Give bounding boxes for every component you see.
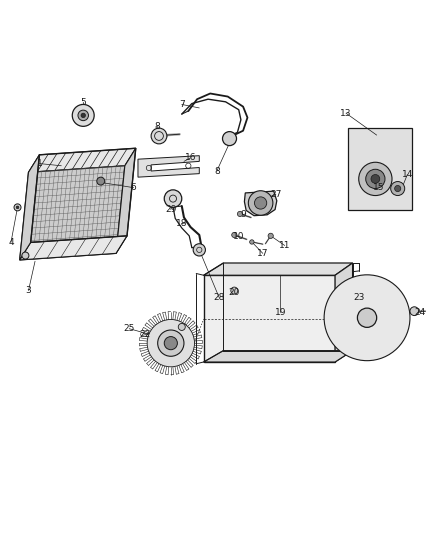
Circle shape bbox=[178, 324, 185, 330]
Circle shape bbox=[81, 113, 85, 118]
Polygon shape bbox=[335, 263, 353, 362]
Text: 24: 24 bbox=[415, 308, 426, 317]
Circle shape bbox=[268, 233, 273, 238]
Circle shape bbox=[223, 132, 237, 146]
Circle shape bbox=[357, 308, 377, 327]
Text: 15: 15 bbox=[373, 183, 385, 192]
Text: 16: 16 bbox=[185, 154, 196, 163]
Circle shape bbox=[151, 128, 167, 144]
Polygon shape bbox=[348, 128, 412, 211]
Circle shape bbox=[254, 197, 267, 209]
Text: 28: 28 bbox=[213, 293, 225, 302]
Circle shape bbox=[22, 252, 29, 259]
Circle shape bbox=[97, 177, 105, 185]
Text: 25: 25 bbox=[124, 324, 135, 333]
Circle shape bbox=[410, 307, 419, 316]
Text: 9: 9 bbox=[240, 211, 246, 219]
Polygon shape bbox=[373, 305, 406, 329]
Text: 11: 11 bbox=[279, 241, 290, 250]
Polygon shape bbox=[365, 280, 385, 315]
Polygon shape bbox=[204, 263, 353, 275]
Polygon shape bbox=[138, 156, 199, 177]
Circle shape bbox=[359, 162, 392, 196]
Circle shape bbox=[250, 240, 254, 244]
Text: 4: 4 bbox=[8, 238, 14, 247]
Circle shape bbox=[158, 330, 184, 356]
Circle shape bbox=[231, 287, 238, 294]
Circle shape bbox=[366, 169, 385, 189]
Text: 8: 8 bbox=[155, 122, 161, 131]
Circle shape bbox=[232, 232, 237, 238]
Text: 5: 5 bbox=[80, 98, 86, 107]
Circle shape bbox=[78, 110, 88, 120]
Circle shape bbox=[16, 206, 19, 209]
Polygon shape bbox=[20, 236, 127, 260]
Text: 27: 27 bbox=[270, 190, 282, 199]
Text: 20: 20 bbox=[229, 288, 240, 297]
Circle shape bbox=[324, 275, 410, 361]
Circle shape bbox=[14, 204, 21, 211]
Text: 29: 29 bbox=[165, 205, 177, 214]
Polygon shape bbox=[116, 148, 136, 253]
Polygon shape bbox=[20, 166, 125, 260]
Circle shape bbox=[164, 190, 182, 207]
Text: 1: 1 bbox=[36, 159, 42, 168]
Text: 23: 23 bbox=[353, 293, 365, 302]
Circle shape bbox=[237, 211, 243, 216]
Polygon shape bbox=[244, 191, 277, 216]
Polygon shape bbox=[334, 315, 359, 349]
Circle shape bbox=[248, 191, 273, 215]
Polygon shape bbox=[204, 351, 353, 362]
Polygon shape bbox=[331, 293, 367, 311]
Text: 10: 10 bbox=[233, 232, 244, 241]
Circle shape bbox=[395, 185, 401, 191]
Circle shape bbox=[371, 174, 380, 183]
Text: 3: 3 bbox=[25, 286, 32, 295]
Text: 14: 14 bbox=[402, 170, 413, 179]
Text: 13: 13 bbox=[340, 109, 352, 118]
Text: 6: 6 bbox=[131, 183, 137, 192]
Text: 22: 22 bbox=[139, 330, 150, 339]
Text: 19: 19 bbox=[275, 308, 286, 317]
Text: 8: 8 bbox=[214, 166, 220, 175]
Text: 18: 18 bbox=[176, 219, 187, 228]
Circle shape bbox=[72, 104, 94, 126]
Text: 17: 17 bbox=[257, 249, 268, 258]
Polygon shape bbox=[361, 326, 390, 356]
Circle shape bbox=[193, 244, 205, 256]
Circle shape bbox=[391, 182, 405, 196]
Text: 7: 7 bbox=[179, 100, 185, 109]
Polygon shape bbox=[20, 155, 39, 260]
Polygon shape bbox=[204, 275, 335, 362]
Circle shape bbox=[147, 319, 194, 367]
Circle shape bbox=[164, 336, 177, 350]
Polygon shape bbox=[28, 148, 136, 172]
